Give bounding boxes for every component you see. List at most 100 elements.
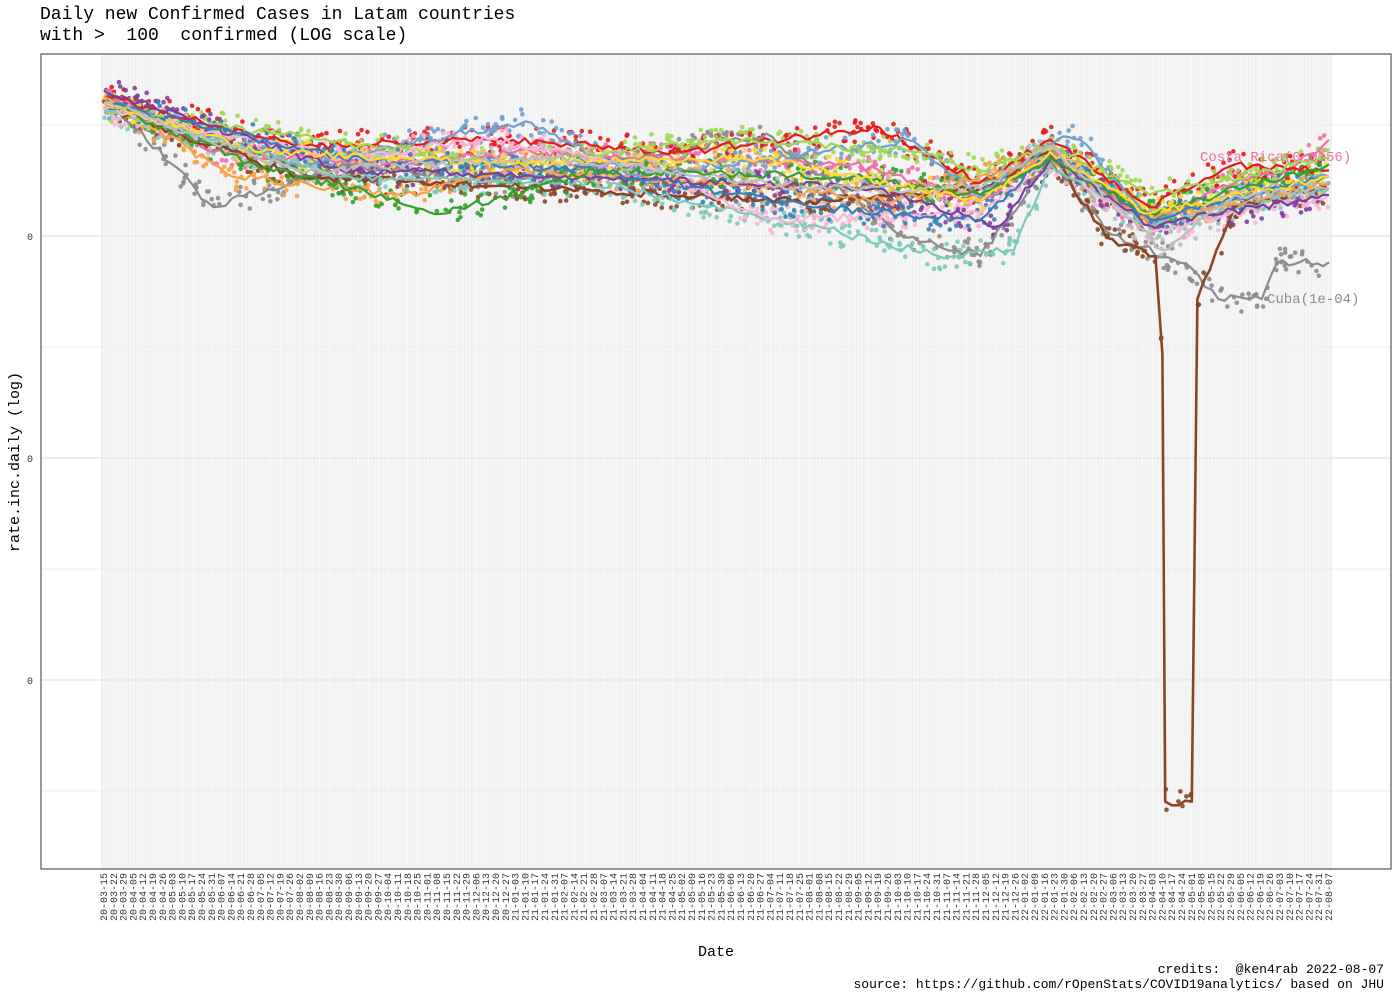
data-point — [905, 133, 910, 138]
data-point — [669, 133, 674, 139]
data-point — [784, 232, 789, 238]
data-point — [887, 153, 892, 158]
data-point — [728, 214, 734, 219]
data-point — [221, 164, 227, 169]
data-point — [441, 130, 446, 136]
data-point — [1178, 789, 1183, 794]
data-point — [528, 133, 534, 138]
data-point — [882, 229, 888, 234]
data-point — [1253, 220, 1258, 225]
data-point — [598, 135, 603, 141]
data-point — [502, 189, 508, 195]
data-point — [926, 146, 931, 151]
data-point — [668, 143, 674, 149]
data-point — [1282, 250, 1288, 255]
data-point — [931, 247, 937, 252]
data-point — [1254, 304, 1260, 309]
data-point — [1282, 246, 1288, 252]
data-point — [235, 113, 240, 119]
data-point — [365, 129, 370, 135]
data-point — [755, 206, 760, 212]
data-point — [189, 103, 195, 109]
data-point — [777, 129, 783, 135]
data-point — [924, 142, 930, 148]
data-point — [859, 168, 864, 173]
data-point — [514, 196, 520, 202]
data-point — [720, 203, 725, 209]
data-point — [757, 124, 763, 130]
data-point — [151, 141, 157, 146]
data-point — [826, 229, 832, 234]
data-point — [676, 136, 682, 142]
data-point — [206, 117, 212, 122]
data-point — [161, 99, 166, 105]
data-point — [276, 127, 282, 132]
data-point — [215, 195, 221, 201]
data-point — [335, 145, 340, 151]
data-point — [625, 132, 630, 137]
data-point — [458, 190, 464, 195]
data-point — [1149, 185, 1155, 191]
data-point — [499, 128, 505, 133]
data-point — [1201, 270, 1206, 275]
data-point — [772, 165, 777, 170]
data-point — [818, 207, 824, 212]
data-point — [902, 254, 908, 259]
data-point — [620, 200, 625, 206]
data-point — [1133, 177, 1138, 183]
data-point — [541, 118, 546, 123]
data-point — [877, 235, 883, 240]
data-point — [227, 192, 232, 197]
data-point — [1104, 202, 1110, 207]
data-point — [1106, 226, 1112, 231]
data-point — [992, 166, 997, 172]
data-point — [383, 184, 388, 189]
data-point — [963, 259, 968, 265]
data-point — [1026, 203, 1031, 209]
data-point — [1087, 155, 1093, 160]
data-point — [264, 123, 269, 129]
data-point — [698, 210, 704, 215]
data-point — [504, 131, 510, 137]
data-point — [1066, 128, 1071, 133]
data-point — [864, 225, 870, 231]
data-point — [873, 162, 879, 167]
data-point — [603, 142, 609, 147]
data-point — [394, 135, 400, 140]
data-point — [1299, 252, 1305, 257]
data-point — [452, 188, 457, 193]
data-point — [988, 213, 994, 219]
data-point — [893, 153, 898, 159]
data-point — [1043, 183, 1048, 189]
data-point — [999, 148, 1005, 153]
data-point — [195, 106, 201, 112]
data-point — [362, 195, 367, 200]
data-point — [1264, 296, 1269, 302]
data-point — [1117, 172, 1123, 178]
data-point — [729, 132, 734, 137]
data-point — [173, 153, 178, 158]
data-point — [359, 138, 364, 144]
data-point — [902, 200, 908, 206]
data-point — [1164, 230, 1169, 235]
data-point — [922, 156, 927, 161]
data-point — [1085, 199, 1091, 204]
data-point — [432, 189, 437, 195]
data-point — [978, 238, 983, 243]
data-point — [245, 169, 250, 175]
data-point — [689, 205, 694, 211]
data-point — [125, 127, 130, 132]
data-point — [943, 219, 948, 225]
data-point — [1235, 168, 1241, 173]
data-point — [941, 195, 947, 200]
data-point — [1019, 145, 1025, 150]
data-point — [855, 229, 861, 234]
data-point — [1209, 283, 1214, 288]
data-point — [548, 192, 554, 197]
data-point — [132, 85, 137, 91]
data-point — [144, 90, 149, 96]
data-point — [966, 236, 971, 242]
data-point — [1307, 206, 1312, 212]
data-point — [1165, 267, 1171, 273]
